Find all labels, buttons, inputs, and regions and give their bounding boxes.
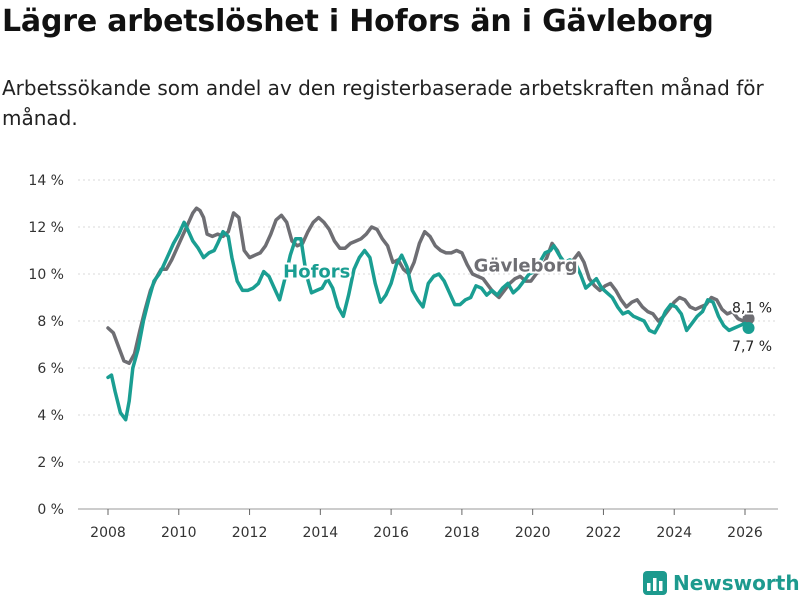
y-tick-label: 0 %: [37, 502, 64, 518]
x-axis: 2008 2010 2012 2014 2016 2018 2020 2022 2024 2026: [90, 509, 763, 541]
end-point-gävleborg: [742, 312, 755, 325]
chart-title: Lägre arbetslöshet i Hofors än i Gävlebo…: [2, 4, 714, 39]
x-tick-label: 2008: [90, 525, 126, 541]
series-lines: [106, 206, 755, 422]
y-tick-label: 2 %: [37, 455, 64, 471]
series-labels: Gävleborg Hofors 8,1 % 7,7 %: [281, 254, 774, 357]
gridlines: [78, 179, 778, 510]
y-tick-label: 12 %: [28, 220, 64, 236]
y-tick-label: 8 %: [37, 314, 64, 330]
x-tick-label: 2014: [303, 525, 339, 541]
y-tick-label: 6 %: [37, 361, 64, 377]
y-tick-label: 4 %: [37, 408, 64, 424]
x-tick-label: 2026: [727, 525, 763, 541]
chart-subtitle: Arbetssökande som andel av den registerb…: [2, 76, 764, 130]
x-tick-label: 2016: [373, 525, 409, 541]
series-label-hofors: Hofors: [283, 262, 350, 283]
bar-chart-logo-icon: [643, 571, 667, 595]
y-axis-labels: 0 % 2 % 4 % 6 % 8 % 10 % 12 % 14 %: [28, 173, 64, 518]
end-value-label-hofors: 7,7 %: [732, 339, 772, 355]
y-tick-label: 10 %: [28, 267, 64, 283]
series-line-hofors: [106, 220, 751, 422]
x-tick-label: 2024: [656, 525, 692, 541]
y-tick-label: 14 %: [28, 173, 64, 189]
series-label-gavleborg: Gävleborg: [474, 256, 578, 277]
brand-name: Newsworthy: [673, 571, 800, 595]
end-value-label-gavleborg: 8,1 %: [732, 301, 772, 317]
x-tick-label: 2018: [444, 525, 480, 541]
x-tick-label: 2020: [515, 525, 551, 541]
newsworthy-logo: Newsworthy: [643, 568, 800, 598]
x-tick-label: 2022: [586, 525, 622, 541]
x-tick-label: 2012: [232, 525, 268, 541]
series-line-gävleborg: [106, 206, 751, 366]
x-tick-label: 2010: [161, 525, 197, 541]
end-point-hofors: [742, 322, 755, 335]
